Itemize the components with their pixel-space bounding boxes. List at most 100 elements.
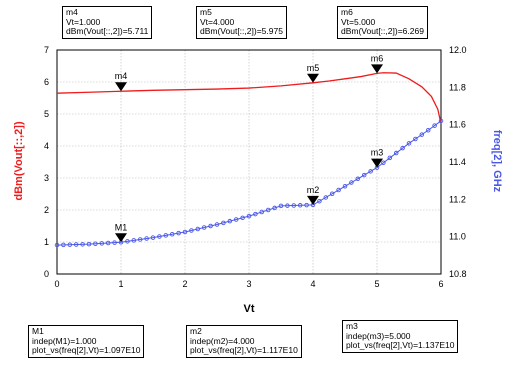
series-point-freq: [400, 145, 405, 151]
readout-m4-line1: m4: [66, 7, 78, 17]
series-point-freq: [265, 207, 271, 213]
series-point-freq: [297, 203, 303, 208]
series-point-freq: [131, 238, 137, 243]
series-point-freq: [137, 237, 143, 242]
y-right-tick-labels: 10.8 11.0 11.2 11.4 11.6 11.8 12.0: [449, 45, 467, 279]
marker-readout-M1: M1 indep(M1)=1.000 plot_vs(freq[2],Vt)=1…: [28, 325, 145, 358]
marker-triangle-M1: [115, 233, 127, 243]
series-point-freq: [182, 229, 188, 235]
series-point-freq: [329, 191, 335, 196]
x-axis-label: Vt: [244, 303, 255, 315]
series-point-freq: [189, 228, 194, 233]
series-point-freq: [176, 230, 181, 236]
plot-border: [56, 49, 442, 275]
x-tick-label: 0: [54, 279, 59, 289]
marker-glyphs: m4 m5 m6 M1 m2 m3: [115, 53, 384, 243]
series-dbm-line: [56, 72, 442, 124]
series-point-freq: [349, 180, 354, 185]
series-point-freq: [317, 198, 322, 204]
series-point-freq: [150, 235, 156, 240]
readout-m4-line3: dBm(Vout[::,2])=5.711: [66, 26, 149, 36]
y-left-axis-label: dBm(Vout[::,2]): [13, 121, 25, 201]
marker-triangle-m3: [371, 158, 383, 168]
series-point-freq: [169, 231, 175, 237]
series-point-freq: [73, 242, 79, 247]
series-point-freq: [86, 241, 92, 247]
y-right-tick-label: 12.0: [449, 45, 467, 55]
readout-m6-line3: dBm(Vout[::,2])=6.269: [341, 26, 424, 36]
readout-m6-line1: m6: [341, 7, 353, 17]
series-point-freq: [61, 242, 66, 248]
y-left-tick-label: 1: [44, 237, 49, 247]
marker-label-m4: m4: [115, 71, 128, 81]
series-point-freq: [93, 241, 98, 247]
series-point-freq: [125, 239, 130, 244]
series-point-freq: [387, 155, 393, 161]
series-point-freq: [285, 203, 290, 208]
series-point-freq: [240, 215, 245, 221]
series-point-freq: [80, 242, 85, 247]
readout-m5-line2: Vt=4.000: [200, 16, 235, 27]
series-point-freq: [438, 118, 444, 124]
readout-M1-line2: indep(M1)=1.000: [32, 335, 97, 346]
series-point-freq: [342, 184, 348, 189]
x-tick-label: 2: [182, 279, 187, 289]
series-point-freq: [201, 225, 207, 230]
series-point-freq: [323, 195, 329, 200]
y-left-tick-label: 7: [44, 45, 49, 55]
readout-m5-line1: m5: [200, 7, 212, 17]
y-right-tick-label: 11.0: [449, 232, 466, 242]
series-point-freq: [227, 218, 233, 224]
x-tick-label: 3: [246, 279, 251, 289]
series-point-freq: [195, 226, 201, 232]
series-point-freq: [304, 202, 309, 208]
series-point-freq: [432, 123, 437, 128]
series-point-freq: [214, 222, 220, 227]
y-right-tick-label: 11.2: [449, 194, 466, 204]
readout-m2-line3: plot_vs(freq[2],Vt)=1.117E10: [190, 345, 298, 355]
series-point-freq: [67, 242, 73, 247]
series-point-freq: [221, 220, 226, 226]
series-point-freq: [413, 136, 418, 142]
marker-triangle-m4: [115, 82, 127, 92]
x-tick-labels: 0 1 2 3 4 5 6: [54, 279, 443, 289]
y-right-axis-label: freq[2], GHz: [491, 130, 503, 193]
series-point-freq: [253, 211, 258, 217]
series-point-freq: [381, 160, 386, 165]
series-point-freq: [291, 203, 297, 208]
readout-m6-line2: Vt=5.000: [341, 16, 376, 27]
series-point-freq: [419, 132, 425, 137]
y-right-tick-label: 10.8: [449, 269, 467, 279]
readout-m5-line3: dBm(Vout[::,2])=5.975: [200, 26, 283, 36]
y-right-tick-label: 11.8: [449, 82, 466, 92]
series-point-freq: [259, 209, 265, 215]
marker-readout-m2: m2 indep(m2)=4.000 plot_vs(freq[2],Vt)=1…: [186, 325, 302, 358]
series-point-freq: [406, 141, 412, 146]
readout-m3-line2: indep(m3)=5.000: [346, 330, 411, 341]
marker-label-m6: m6: [371, 53, 384, 63]
series-point-freq: [336, 187, 341, 193]
series-point-freq: [99, 241, 105, 246]
readout-m2-line2: indep(m2)=4.000: [190, 335, 255, 346]
marker-readout-m4: m4 Vt=1.000 dBm(Vout[::,2])=5.711: [62, 6, 153, 39]
marker-readout-m3: m3 indep(m3)=5.000 plot_vs(freq[2],Vt)=1…: [342, 320, 459, 353]
series-point-freq: [144, 236, 149, 241]
series-point-freq: [278, 203, 284, 209]
marker-label-m2: m2: [307, 185, 320, 195]
series-point-freq: [355, 176, 361, 182]
series-point-freq: [112, 240, 117, 245]
series-point-freq: [272, 205, 277, 211]
y-left-tick-label: 3: [44, 173, 49, 183]
x-tick-label: 4: [310, 279, 315, 289]
readout-m2-line1: m2: [190, 326, 202, 336]
marker-triangle-m6: [371, 64, 383, 74]
x-tick-label: 5: [374, 279, 379, 289]
series-point-freq: [425, 128, 431, 133]
marker-triangle-m5: [307, 73, 319, 83]
marker-label-m3: m3: [371, 148, 384, 158]
readout-m3-line3: plot_vs(freq[2],Vt)=1.137E10: [346, 340, 455, 350]
y-left-tick-label: 0: [44, 269, 49, 279]
readout-M1-line3: plot_vs(freq[2],Vt)=1.097E10: [32, 345, 141, 355]
y-right-tick-label: 11.6: [449, 120, 466, 130]
